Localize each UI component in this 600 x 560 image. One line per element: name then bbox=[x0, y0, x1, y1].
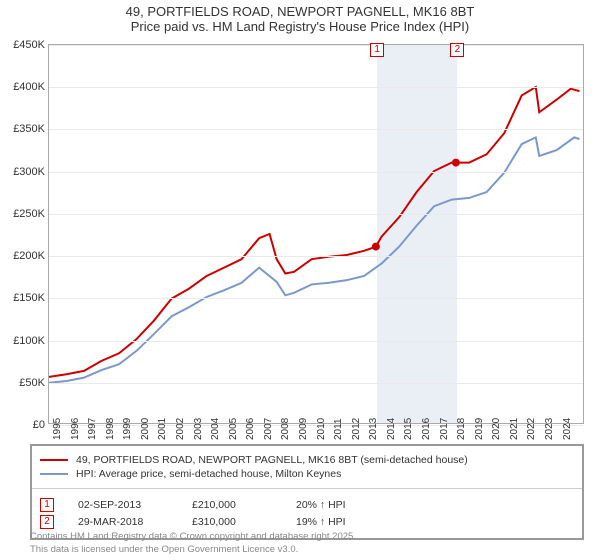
chart-svg bbox=[49, 45, 583, 423]
y-axis-tick-label: £350K bbox=[3, 123, 45, 135]
x-axis-tick-label: 2016 bbox=[421, 418, 432, 440]
chart-title: 49, PORTFIELDS ROAD, NEWPORT PAGNELL, MK… bbox=[0, 0, 600, 34]
x-axis-tick-label: 2009 bbox=[298, 418, 309, 440]
x-axis-tick-label: 1998 bbox=[105, 418, 116, 440]
gridline-h bbox=[49, 129, 583, 130]
x-axis-tick-label: 2021 bbox=[509, 418, 520, 440]
series-price-line bbox=[49, 87, 580, 377]
sale-marker-dot bbox=[452, 159, 460, 167]
x-axis-tick-label: 2022 bbox=[526, 418, 537, 440]
x-axis-tick-label: 2012 bbox=[351, 418, 362, 440]
swatch-hpi bbox=[40, 473, 68, 475]
gridline-h bbox=[49, 45, 583, 46]
x-axis-tick-label: 2024 bbox=[562, 418, 573, 440]
legend-sale-index: 2 bbox=[40, 515, 54, 529]
x-axis-tick-label: 2013 bbox=[368, 418, 379, 440]
gridline-h bbox=[49, 172, 583, 173]
x-axis-tick-label: 2018 bbox=[456, 418, 467, 440]
x-axis-tick-label: 2023 bbox=[544, 418, 555, 440]
gridline-h bbox=[49, 214, 583, 215]
y-axis-tick-label: £400K bbox=[3, 81, 45, 93]
x-axis-tick-label: 2004 bbox=[210, 418, 221, 440]
legend-sale-price: £210,000 bbox=[192, 499, 272, 511]
x-axis-tick-label: 2020 bbox=[491, 418, 502, 440]
title-line-1: 49, PORTFIELDS ROAD, NEWPORT PAGNELL, MK… bbox=[0, 4, 600, 19]
gridline-h bbox=[49, 341, 583, 342]
x-axis-tick-label: 1999 bbox=[122, 418, 133, 440]
legend-label-price: 49, PORTFIELDS ROAD, NEWPORT PAGNELL, MK… bbox=[76, 454, 468, 466]
x-axis-tick-label: 1995 bbox=[52, 418, 63, 440]
x-axis-tick-label: 2002 bbox=[175, 418, 186, 440]
copyright-line-2: This data is licensed under the Open Gov… bbox=[30, 544, 356, 556]
legend-row-hpi: HPI: Average price, semi-detached house,… bbox=[40, 468, 574, 480]
legend-series-block: 49, PORTFIELDS ROAD, NEWPORT PAGNELL, MK… bbox=[32, 446, 582, 489]
legend-sale-row: 2 29-MAR-2018 £310,000 19% ↑ HPI bbox=[40, 515, 574, 529]
y-axis-tick-label: £100K bbox=[3, 335, 45, 347]
gridline-h bbox=[49, 256, 583, 257]
legend-label-hpi: HPI: Average price, semi-detached house,… bbox=[76, 468, 341, 480]
x-axis-tick-label: 2006 bbox=[245, 418, 256, 440]
sale-marker-dot bbox=[372, 243, 380, 251]
legend-sale-pct: 20% ↑ HPI bbox=[296, 499, 386, 511]
legend-sale-price: £310,000 bbox=[192, 516, 272, 528]
x-axis-tick-label: 2015 bbox=[403, 418, 414, 440]
x-axis-tick-label: 2003 bbox=[193, 418, 204, 440]
legend-sale-row: 1 02-SEP-2013 £210,000 20% ↑ HPI bbox=[40, 498, 574, 512]
x-axis-tick-label: 1996 bbox=[70, 418, 81, 440]
x-axis-tick-label: 1997 bbox=[87, 418, 98, 440]
sale-marker-index-box: 2 bbox=[450, 43, 464, 57]
gridline-h bbox=[49, 383, 583, 384]
x-axis-tick-label: 2000 bbox=[140, 418, 151, 440]
legend-sale-pct: 19% ↑ HPI bbox=[296, 516, 386, 528]
chart-plot-area: £0£50K£100K£150K£200K£250K£300K£350K£400… bbox=[48, 44, 584, 424]
x-axis-tick-label: 2005 bbox=[228, 418, 239, 440]
sale-marker-index-box: 1 bbox=[370, 43, 384, 57]
x-axis-tick-label: 2017 bbox=[439, 418, 450, 440]
x-axis-tick-label: 2014 bbox=[386, 418, 397, 440]
x-axis-tick-label: 2001 bbox=[157, 418, 168, 440]
y-axis-tick-label: £150K bbox=[3, 292, 45, 304]
gridline-h bbox=[49, 298, 583, 299]
legend-sale-date: 02-SEP-2013 bbox=[78, 499, 168, 511]
x-axis-tick-label: 2011 bbox=[333, 418, 344, 440]
copyright-notice: Contains HM Land Registry data © Crown c… bbox=[30, 531, 356, 556]
y-axis-tick-label: £300K bbox=[3, 166, 45, 178]
y-axis-tick-label: £450K bbox=[3, 39, 45, 51]
swatch-price bbox=[40, 459, 68, 461]
copyright-line-1: Contains HM Land Registry data © Crown c… bbox=[30, 531, 356, 543]
y-axis-tick-label: £0 bbox=[3, 419, 45, 431]
x-axis-tick-label: 2019 bbox=[474, 418, 485, 440]
x-axis-tick-label: 2008 bbox=[280, 418, 291, 440]
legend-panel: 49, PORTFIELDS ROAD, NEWPORT PAGNELL, MK… bbox=[30, 444, 584, 540]
x-axis-tick-label: 2010 bbox=[316, 418, 327, 440]
title-line-2: Price paid vs. HM Land Registry's House … bbox=[0, 19, 600, 34]
legend-sale-index: 1 bbox=[40, 498, 54, 512]
x-axis-tick-label: 2007 bbox=[263, 418, 274, 440]
y-axis-tick-label: £50K bbox=[3, 377, 45, 389]
y-axis-tick-label: £200K bbox=[3, 250, 45, 262]
y-axis-tick-label: £250K bbox=[3, 208, 45, 220]
legend-sale-date: 29-MAR-2018 bbox=[78, 516, 168, 528]
legend-row-price: 49, PORTFIELDS ROAD, NEWPORT PAGNELL, MK… bbox=[40, 454, 574, 466]
gridline-h bbox=[49, 87, 583, 88]
